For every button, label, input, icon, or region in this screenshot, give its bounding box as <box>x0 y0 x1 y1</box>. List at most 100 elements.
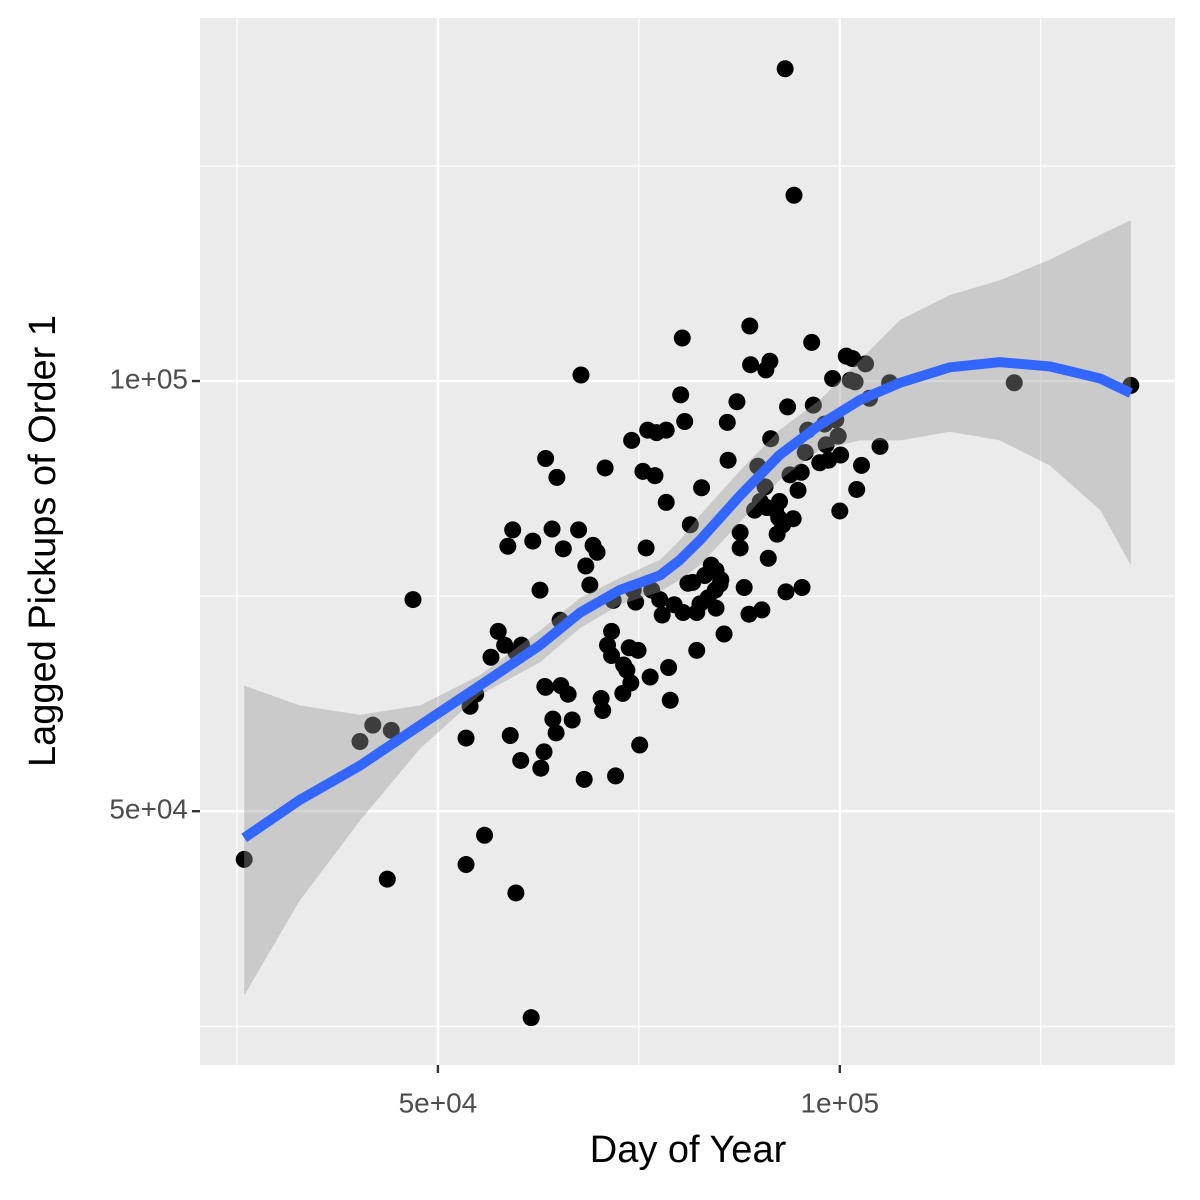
y-axis-title: Lagged Pickups of Order 1 <box>22 315 64 767</box>
point <box>594 702 612 720</box>
point <box>718 413 736 431</box>
point <box>623 431 641 449</box>
point <box>575 770 593 788</box>
point <box>789 481 807 499</box>
point <box>844 350 862 368</box>
point <box>731 523 749 541</box>
point <box>570 521 588 539</box>
point <box>660 659 678 677</box>
point <box>793 579 811 597</box>
point <box>476 826 494 844</box>
point <box>661 691 679 709</box>
point <box>719 451 737 469</box>
point <box>596 459 614 477</box>
point <box>651 591 669 609</box>
point <box>715 625 733 643</box>
x-axis-title: Day of Year <box>590 1129 787 1171</box>
confidence-band <box>244 220 1131 996</box>
point <box>853 456 871 474</box>
point <box>804 396 822 414</box>
point <box>712 571 730 589</box>
point <box>577 557 595 575</box>
point <box>532 759 550 777</box>
point <box>489 622 507 640</box>
point <box>603 646 621 664</box>
point <box>673 329 691 347</box>
point <box>522 1009 540 1027</box>
point <box>572 366 590 384</box>
point <box>646 467 664 485</box>
point <box>543 520 561 538</box>
point <box>1005 374 1023 392</box>
point <box>759 549 777 567</box>
point <box>629 641 647 659</box>
point <box>741 317 759 335</box>
point <box>563 711 581 729</box>
panel <box>200 18 1175 1065</box>
point <box>482 648 500 666</box>
point <box>735 579 753 597</box>
point <box>512 751 530 769</box>
point <box>499 537 517 555</box>
point <box>547 724 565 742</box>
point <box>753 601 771 619</box>
point <box>771 492 789 510</box>
point <box>803 333 821 351</box>
point <box>631 736 649 754</box>
point <box>507 884 525 902</box>
y-tick-label: 1e+05 <box>109 363 188 394</box>
point <box>846 373 864 391</box>
point <box>554 540 572 558</box>
point <box>779 398 797 416</box>
point <box>857 355 875 373</box>
point <box>559 685 577 703</box>
point <box>777 583 795 601</box>
point <box>627 593 645 611</box>
point <box>657 421 675 439</box>
point <box>762 430 780 448</box>
point <box>829 427 847 445</box>
point <box>728 393 746 411</box>
point <box>351 733 369 751</box>
point <box>871 437 889 455</box>
point <box>848 480 866 498</box>
point <box>796 443 814 461</box>
point <box>761 352 779 370</box>
point <box>537 449 555 467</box>
x-tick-label: 5e+04 <box>399 1087 478 1118</box>
point <box>740 605 758 623</box>
point <box>672 386 690 404</box>
point <box>774 516 792 534</box>
point <box>742 356 760 374</box>
point <box>504 521 522 539</box>
point <box>693 479 711 497</box>
point <box>364 716 382 734</box>
x-tick-label: 1e+05 <box>800 1087 879 1118</box>
point <box>832 446 850 464</box>
point <box>378 870 396 888</box>
point <box>641 668 659 686</box>
point <box>707 599 725 617</box>
point <box>382 721 400 739</box>
point <box>501 727 519 745</box>
point <box>524 532 542 550</box>
point <box>581 576 599 594</box>
point <box>618 661 636 679</box>
point <box>457 856 475 874</box>
point <box>544 710 562 728</box>
point <box>235 850 253 868</box>
point <box>681 516 699 534</box>
point <box>688 641 706 659</box>
point <box>676 412 694 430</box>
point <box>756 478 774 496</box>
point <box>731 539 749 557</box>
smooth-line <box>241 357 1133 843</box>
point <box>548 468 566 486</box>
point <box>831 502 849 520</box>
y-tick-label: 5e+04 <box>109 794 188 825</box>
point <box>637 539 655 557</box>
point <box>622 674 640 692</box>
point <box>607 767 625 785</box>
point <box>535 743 553 761</box>
